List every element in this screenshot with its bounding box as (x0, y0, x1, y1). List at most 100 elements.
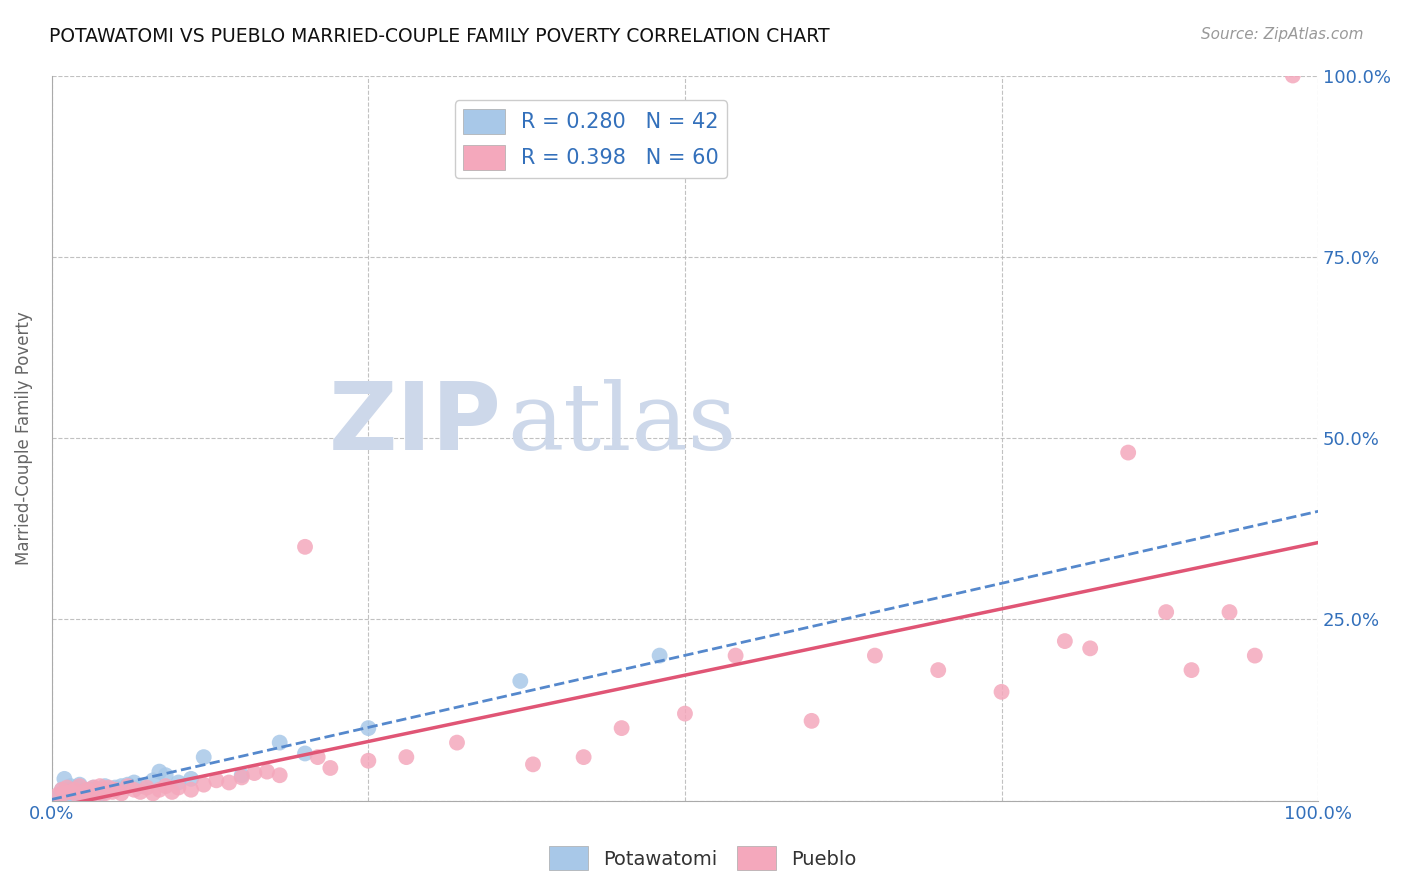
Point (307, 750, 329, 764)
Point (1116, 445, 1139, 459)
Point (104, 780, 127, 795)
Point (522, 757, 544, 772)
Point (155, 779, 177, 793)
Point (94, 786, 117, 800)
Point (167, 775, 190, 789)
Point (66, 780, 89, 795)
Point (56, 780, 79, 795)
Point (648, 648, 671, 663)
Point (46, 789, 69, 804)
Point (51, 782, 73, 797)
Point (66, 786, 89, 800)
Point (167, 780, 190, 795)
Point (51, 782, 73, 797)
Point (79, 782, 101, 797)
Point (104, 782, 127, 797)
Point (1154, 605, 1177, 619)
Point (319, 761, 342, 775)
Point (927, 663, 949, 677)
Point (1218, 605, 1240, 619)
Point (610, 721, 633, 735)
Point (395, 750, 418, 764)
Legend: Potawatomi, Pueblo: Potawatomi, Pueblo (541, 838, 865, 878)
Point (205, 773, 228, 788)
Point (101, 785, 124, 799)
Point (63, 782, 86, 797)
Point (231, 768, 253, 782)
Point (91, 782, 114, 797)
Point (180, 782, 202, 797)
Point (53, 772, 76, 786)
Point (1053, 634, 1076, 648)
Point (193, 778, 215, 792)
Point (122, 775, 145, 789)
Point (89, 779, 111, 793)
Point (1281, 69, 1303, 83)
Point (129, 779, 152, 793)
Point (357, 754, 380, 768)
Point (62, 789, 84, 804)
Point (58, 788, 80, 802)
Y-axis label: Married-Couple Family Poverty: Married-Couple Family Poverty (15, 311, 32, 565)
Point (53, 786, 76, 800)
Text: ZIP: ZIP (329, 377, 502, 469)
Point (148, 782, 170, 797)
Point (59, 785, 82, 799)
Point (509, 673, 531, 688)
Point (572, 750, 595, 764)
Point (97, 782, 120, 797)
Point (1078, 641, 1101, 656)
Point (243, 766, 266, 780)
Point (155, 768, 177, 782)
Point (83, 780, 105, 795)
Point (269, 736, 291, 750)
Point (75, 788, 97, 802)
Point (117, 779, 139, 793)
Point (724, 648, 747, 663)
Point (1180, 663, 1202, 677)
Point (110, 786, 132, 800)
Point (122, 782, 145, 797)
Point (990, 685, 1012, 699)
Point (863, 648, 886, 663)
Point (800, 714, 823, 728)
Point (294, 540, 316, 554)
Point (59, 779, 82, 793)
Point (117, 778, 139, 792)
Text: Source: ZipAtlas.com: Source: ZipAtlas.com (1201, 27, 1364, 42)
Point (193, 750, 215, 764)
Point (69, 778, 91, 792)
Point (142, 786, 165, 800)
Point (357, 721, 380, 735)
Point (256, 764, 278, 779)
Point (446, 736, 468, 750)
Point (89, 782, 111, 797)
Point (59, 785, 82, 799)
Point (79, 785, 101, 799)
Point (72, 786, 94, 800)
Point (56, 782, 79, 797)
Point (69, 789, 91, 804)
Point (69, 779, 91, 793)
Legend: R = 0.280   N = 42, R = 0.398   N = 60: R = 0.280 N = 42, R = 0.398 N = 60 (454, 101, 727, 178)
Text: atlas: atlas (508, 378, 737, 468)
Text: POTAWATOMI VS PUEBLO MARRIED-COUPLE FAMILY POVERTY CORRELATION CHART: POTAWATOMI VS PUEBLO MARRIED-COUPLE FAMI… (49, 27, 830, 45)
Point (129, 785, 152, 799)
Point (135, 780, 157, 795)
Point (84, 788, 107, 802)
Point (148, 764, 170, 779)
Point (231, 771, 253, 785)
Point (46, 788, 69, 802)
Point (1243, 648, 1265, 663)
Point (94, 779, 117, 793)
Point (110, 779, 132, 793)
Point (66, 788, 89, 802)
Point (91, 786, 114, 800)
Point (83, 780, 105, 795)
Point (218, 775, 240, 789)
Point (294, 747, 316, 761)
Point (72, 785, 94, 799)
Point (97, 780, 120, 795)
Point (49, 788, 72, 802)
Point (142, 773, 165, 788)
